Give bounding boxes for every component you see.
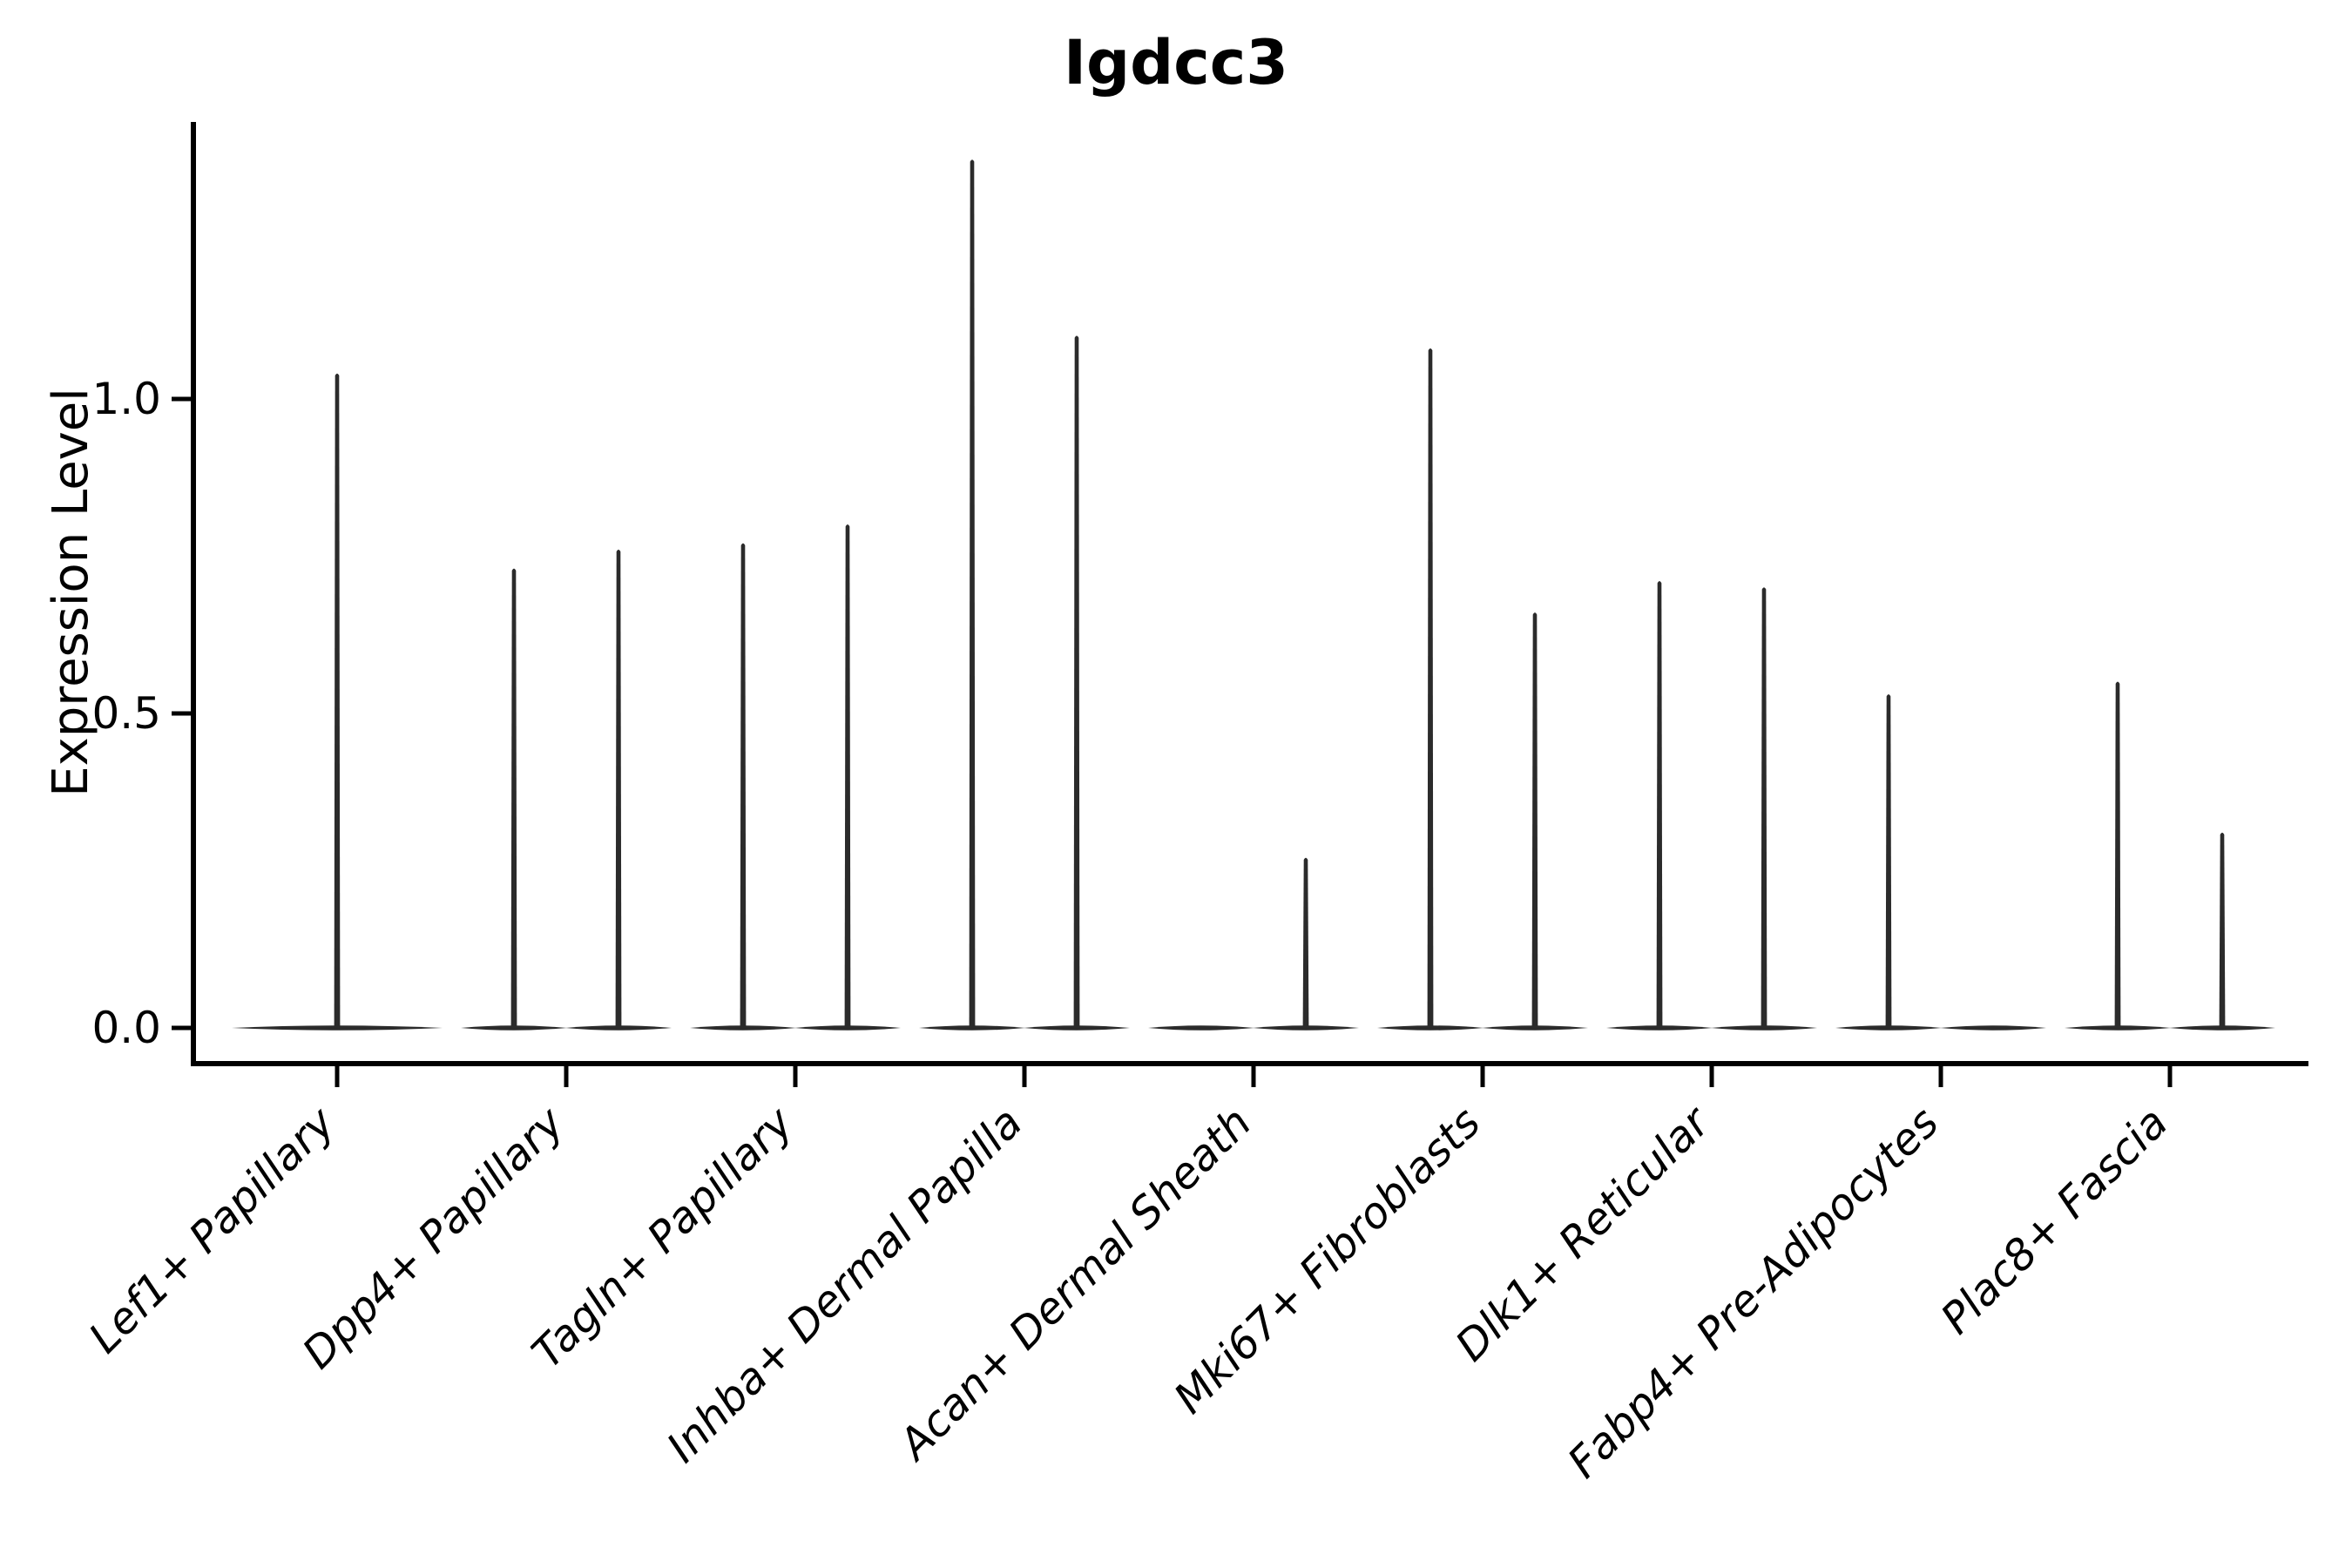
y-tick-mark — [172, 1025, 191, 1031]
violins-group — [232, 159, 2275, 1031]
x-tick-mark — [1022, 1066, 1027, 1087]
violin-spike — [1302, 857, 1309, 1028]
violin-baseline — [1940, 1025, 2046, 1031]
y-axis-spine — [191, 122, 196, 1066]
x-axis-spine — [191, 1061, 2308, 1066]
x-category-label: Dlk1+ Reticular — [1446, 1096, 1720, 1370]
x-tick-mark — [793, 1066, 798, 1087]
x-tick-mark — [1480, 1066, 1485, 1087]
x-tick-mark — [1709, 1066, 1714, 1087]
violin-baseline — [1148, 1025, 1254, 1031]
violin-spike — [615, 550, 622, 1028]
x-category-label: Fabp4+ Pre-Adipocytes — [1558, 1098, 1949, 1488]
violin-spike — [334, 373, 341, 1028]
axes-group — [172, 122, 2308, 1087]
violin-spike — [510, 568, 517, 1028]
y-tick-mark — [172, 711, 191, 716]
violin-spike — [1073, 335, 1080, 1028]
violin-spike — [2114, 681, 2121, 1028]
violin-spike — [844, 524, 851, 1028]
violin-spike — [1656, 581, 1663, 1028]
violin-spike — [1531, 612, 1538, 1028]
x-tick-mark — [2167, 1066, 2173, 1087]
chart-title: Igdcc3 — [1064, 27, 1288, 98]
violin-spike — [740, 543, 747, 1028]
x-tick-mark — [564, 1066, 569, 1087]
x-tick-mark — [335, 1066, 340, 1087]
y-tick-label: 0.5 — [91, 688, 161, 739]
x-tick-mark — [1938, 1066, 1943, 1087]
y-tick-mark — [172, 396, 191, 402]
violin-spike — [1427, 348, 1434, 1028]
x-category-label: Plac8+ Fascia — [1931, 1098, 2177, 1343]
x-tick-mark — [1251, 1066, 1256, 1087]
y-tick-label: 1.0 — [91, 374, 161, 424]
y-tick-label: 0.0 — [91, 1003, 161, 1053]
violin-spike — [969, 159, 976, 1028]
y-axis-label: Expression Level — [43, 388, 99, 797]
violin-spike — [2219, 832, 2226, 1028]
violin-spike — [1885, 694, 1892, 1028]
x-category-label: Lef1+ Papillary — [79, 1097, 345, 1362]
violin-spike — [1761, 587, 1767, 1028]
